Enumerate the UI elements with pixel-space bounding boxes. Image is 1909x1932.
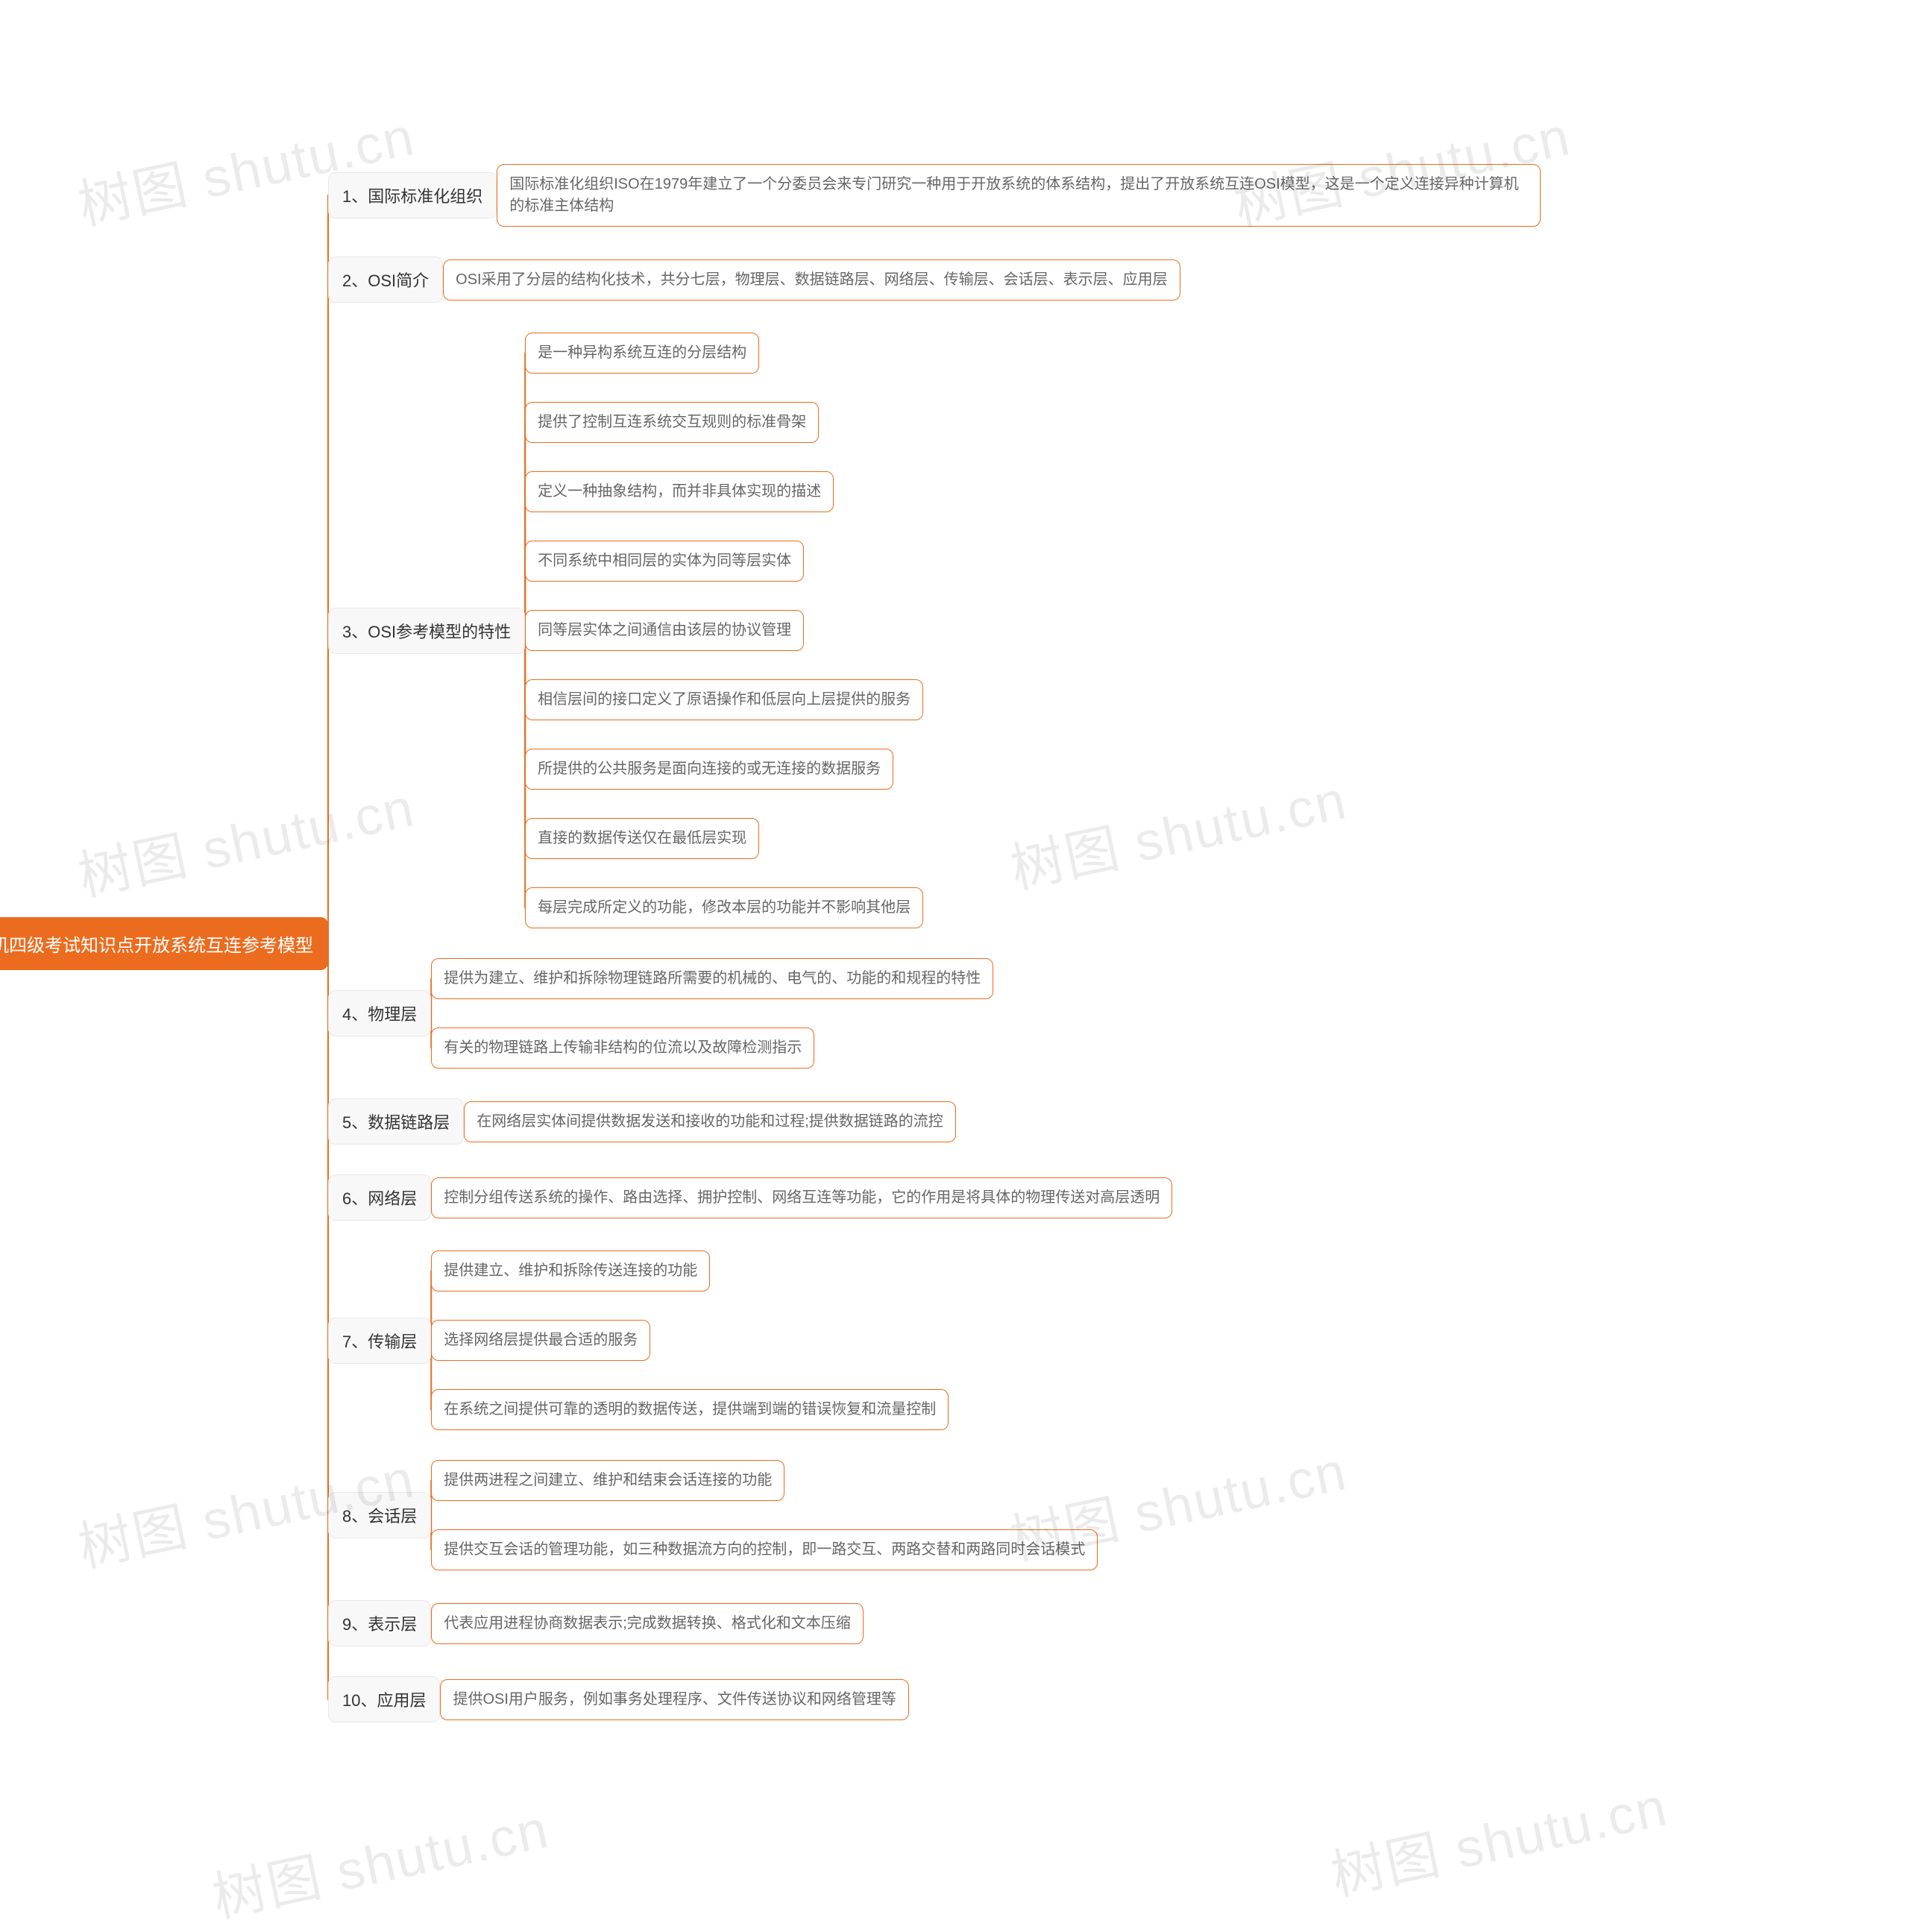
leaf-node[interactable]: 每层完成所定义的功能，修改本层的功能并不影响其他层 — [525, 887, 923, 928]
child-row: 提供为建立、维护和拆除物理链路所需要的机械的、电气的、功能的和规程的特性 — [431, 958, 993, 999]
child-row: 提供交互会话的管理功能，如三种数据流方向的控制，即一路交互、两路交替和两路同时会… — [431, 1529, 1098, 1570]
child-row: 是一种异构系统互连的分层结构 — [525, 333, 923, 374]
child-row: 有关的物理链路上传输非结构的位流以及故障检测指示 — [431, 1028, 993, 1069]
children-wrap: 在网络层实体间提供数据发送和接收的功能和过程;提供数据链路的流控 — [464, 1101, 956, 1142]
leaf-node[interactable]: 代表应用进程协商数据表示;完成数据转换、格式化和文本压缩 — [431, 1603, 864, 1644]
leaf-node[interactable]: 在系统之间提供可靠的透明的数据传送，提供端到端的错误恢复和流量控制 — [431, 1389, 949, 1430]
children-group: 提供为建立、维护和拆除物理链路所需要的机械的、电气的、功能的和规程的特性有关的物… — [431, 958, 993, 1069]
leaf-node[interactable]: 在网络层实体间提供数据发送和接收的功能和过程;提供数据链路的流控 — [464, 1101, 956, 1142]
branch: 9、表示层代表应用进程协商数据表示;完成数据转换、格式化和文本压缩 — [328, 1600, 1541, 1646]
child-row: 同等层实体之间通信由该层的协议管理 — [525, 610, 923, 651]
children-wrap: OSI采用了分层的结构化技术，共分七层，物理层、数据链路层、网络层、传输层、会话… — [443, 259, 1180, 301]
leaf-node[interactable]: 不同系统中相同层的实体为同等层实体 — [525, 541, 804, 582]
level1-node[interactable]: 7、传输层 — [328, 1318, 431, 1364]
level1-node[interactable]: 8、会话层 — [328, 1492, 431, 1538]
children-wrap: 控制分组传送系统的操作、路由选择、拥护控制、网络互连等功能，它的作用是将具体的物… — [431, 1177, 1172, 1218]
child-row: 定义一种抽象结构，而并非具体实现的描述 — [525, 471, 923, 512]
level1-node[interactable]: 10、应用层 — [328, 1676, 440, 1722]
root-column: 计算机四级考试知识点开放系统互连参考模型 — [15, 917, 328, 970]
child-row: 直接的数据传送仅在最低层实现 — [525, 818, 923, 859]
children-group: 代表应用进程协商数据表示;完成数据转换、格式化和文本压缩 — [431, 1603, 864, 1644]
child-row: 提供建立、维护和拆除传送连接的功能 — [431, 1250, 949, 1291]
children-group: 控制分组传送系统的操作、路由选择、拥护控制、网络互连等功能，它的作用是将具体的物… — [431, 1177, 1172, 1218]
child-row: 在网络层实体间提供数据发送和接收的功能和过程;提供数据链路的流控 — [464, 1101, 956, 1142]
child-row: 每层完成所定义的功能，修改本层的功能并不影响其他层 — [525, 887, 923, 928]
child-row: 相信层间的接口定义了原语操作和低层向上层提供的服务 — [525, 679, 923, 720]
branch: 1、国际标准化组织国际标准化组织ISO在1979年建立了一个分委员会来专门研究一… — [328, 164, 1541, 227]
children-group: 国际标准化组织ISO在1979年建立了一个分委员会来专门研究一种用于开放系统的体… — [497, 164, 1541, 227]
branch: 7、传输层提供建立、维护和拆除传送连接的功能选择网络层提供最合适的服务在系统之间… — [328, 1250, 1541, 1430]
children-group: 提供两进程之间建立、维护和结束会话连接的功能提供交互会话的管理功能，如三种数据流… — [431, 1460, 1098, 1570]
children-wrap: 提供OSI用户服务，例如事务处理程序、文件传送协议和网络管理等 — [440, 1679, 908, 1720]
children-wrap: 提供为建立、维护和拆除物理链路所需要的机械的、电气的、功能的和规程的特性有关的物… — [431, 958, 993, 1069]
child-row: 选择网络层提供最合适的服务 — [431, 1320, 949, 1361]
leaf-node[interactable]: 提供交互会话的管理功能，如三种数据流方向的控制，即一路交互、两路交替和两路同时会… — [431, 1529, 1098, 1570]
children-wrap: 国际标准化组织ISO在1979年建立了一个分委员会来专门研究一种用于开放系统的体… — [497, 164, 1541, 227]
children-group: 提供OSI用户服务，例如事务处理程序、文件传送协议和网络管理等 — [440, 1679, 908, 1720]
children-wrap: 代表应用进程协商数据表示;完成数据转换、格式化和文本压缩 — [431, 1603, 864, 1644]
children-wrap: 提供两进程之间建立、维护和结束会话连接的功能提供交互会话的管理功能，如三种数据流… — [431, 1460, 1098, 1570]
level1-node[interactable]: 1、国际标准化组织 — [328, 172, 497, 218]
children-group: OSI采用了分层的结构化技术，共分七层，物理层、数据链路层、网络层、传输层、会话… — [443, 259, 1180, 301]
leaf-node[interactable]: 有关的物理链路上传输非结构的位流以及故障检测指示 — [431, 1028, 814, 1069]
leaf-node[interactable]: 所提供的公共服务是面向连接的或无连接的数据服务 — [525, 749, 893, 790]
child-row: 代表应用进程协商数据表示;完成数据转换、格式化和文本压缩 — [431, 1603, 864, 1644]
leaf-node[interactable]: 是一种异构系统互连的分层结构 — [525, 333, 759, 374]
children-wrap: 是一种异构系统互连的分层结构提供了控制互连系统交互规则的标准骨架定义一种抽象结构… — [525, 333, 923, 928]
leaf-node[interactable]: 直接的数据传送仅在最低层实现 — [525, 818, 759, 859]
level1-node[interactable]: 2、OSI简介 — [328, 257, 443, 303]
leaf-node[interactable]: 定义一种抽象结构，而并非具体实现的描述 — [525, 471, 834, 512]
child-row: 提供了控制互连系统交互规则的标准骨架 — [525, 402, 923, 443]
branch: 6、网络层控制分组传送系统的操作、路由选择、拥护控制、网络互连等功能，它的作用是… — [328, 1174, 1541, 1221]
child-row: 国际标准化组织ISO在1979年建立了一个分委员会来专门研究一种用于开放系统的体… — [497, 164, 1541, 227]
branch: 2、OSI简介OSI采用了分层的结构化技术，共分七层，物理层、数据链路层、网络层… — [328, 257, 1541, 303]
level1-node[interactable]: 4、物理层 — [328, 990, 431, 1036]
child-row: 不同系统中相同层的实体为同等层实体 — [525, 541, 923, 582]
mindmap-container: 计算机四级考试知识点开放系统互连参考模型 1、国际标准化组织国际标准化组织ISO… — [15, 30, 1894, 1857]
children-group: 提供建立、维护和拆除传送连接的功能选择网络层提供最合适的服务在系统之间提供可靠的… — [431, 1250, 949, 1430]
branch: 4、物理层提供为建立、维护和拆除物理链路所需要的机械的、电气的、功能的和规程的特… — [328, 958, 1541, 1069]
child-row: 提供两进程之间建立、维护和结束会话连接的功能 — [431, 1460, 1098, 1501]
leaf-node[interactable]: 国际标准化组织ISO在1979年建立了一个分委员会来专门研究一种用于开放系统的体… — [497, 164, 1541, 227]
level1-node[interactable]: 9、表示层 — [328, 1600, 431, 1646]
leaf-node[interactable]: 提供两进程之间建立、维护和结束会话连接的功能 — [431, 1460, 784, 1501]
leaf-node[interactable]: 同等层实体之间通信由该层的协议管理 — [525, 610, 804, 651]
children-wrap: 提供建立、维护和拆除传送连接的功能选择网络层提供最合适的服务在系统之间提供可靠的… — [431, 1250, 949, 1430]
child-row: 控制分组传送系统的操作、路由选择、拥护控制、网络互连等功能，它的作用是将具体的物… — [431, 1177, 1172, 1218]
leaf-node[interactable]: 提供为建立、维护和拆除物理链路所需要的机械的、电气的、功能的和规程的特性 — [431, 958, 993, 999]
leaf-node[interactable]: 控制分组传送系统的操作、路由选择、拥护控制、网络互连等功能，它的作用是将具体的物… — [431, 1177, 1172, 1218]
child-row: OSI采用了分层的结构化技术，共分七层，物理层、数据链路层、网络层、传输层、会话… — [443, 259, 1180, 301]
root-node[interactable]: 计算机四级考试知识点开放系统互连参考模型 — [0, 917, 328, 970]
branch: 5、数据链路层在网络层实体间提供数据发送和接收的功能和过程;提供数据链路的流控 — [328, 1098, 1541, 1145]
leaf-node[interactable]: 提供了控制互连系统交互规则的标准骨架 — [525, 402, 819, 443]
leaf-node[interactable]: 提供建立、维护和拆除传送连接的功能 — [431, 1250, 710, 1291]
child-row: 在系统之间提供可靠的透明的数据传送，提供端到端的错误恢复和流量控制 — [431, 1389, 949, 1430]
branch: 10、应用层提供OSI用户服务，例如事务处理程序、文件传送协议和网络管理等 — [328, 1676, 1541, 1722]
leaf-node[interactable]: 提供OSI用户服务，例如事务处理程序、文件传送协议和网络管理等 — [440, 1679, 908, 1720]
level1-node[interactable]: 6、网络层 — [328, 1174, 431, 1221]
children-group: 在网络层实体间提供数据发送和接收的功能和过程;提供数据链路的流控 — [464, 1101, 956, 1142]
level1-node[interactable]: 5、数据链路层 — [328, 1098, 464, 1145]
branch: 3、OSI参考模型的特性是一种异构系统互连的分层结构提供了控制互连系统交互规则的… — [328, 333, 1541, 928]
level1-column: 1、国际标准化组织国际标准化组织ISO在1979年建立了一个分委员会来专门研究一… — [328, 164, 1541, 1722]
branch: 8、会话层提供两进程之间建立、维护和结束会话连接的功能提供交互会话的管理功能，如… — [328, 1460, 1541, 1570]
level1-node[interactable]: 3、OSI参考模型的特性 — [328, 608, 525, 654]
leaf-node[interactable]: 相信层间的接口定义了原语操作和低层向上层提供的服务 — [525, 679, 923, 720]
leaf-node[interactable]: OSI采用了分层的结构化技术，共分七层，物理层、数据链路层、网络层、传输层、会话… — [443, 259, 1180, 301]
child-row: 提供OSI用户服务，例如事务处理程序、文件传送协议和网络管理等 — [440, 1679, 908, 1720]
children-group: 是一种异构系统互连的分层结构提供了控制互连系统交互规则的标准骨架定义一种抽象结构… — [525, 333, 923, 928]
leaf-node[interactable]: 选择网络层提供最合适的服务 — [431, 1320, 650, 1361]
child-row: 所提供的公共服务是面向连接的或无连接的数据服务 — [525, 749, 923, 790]
